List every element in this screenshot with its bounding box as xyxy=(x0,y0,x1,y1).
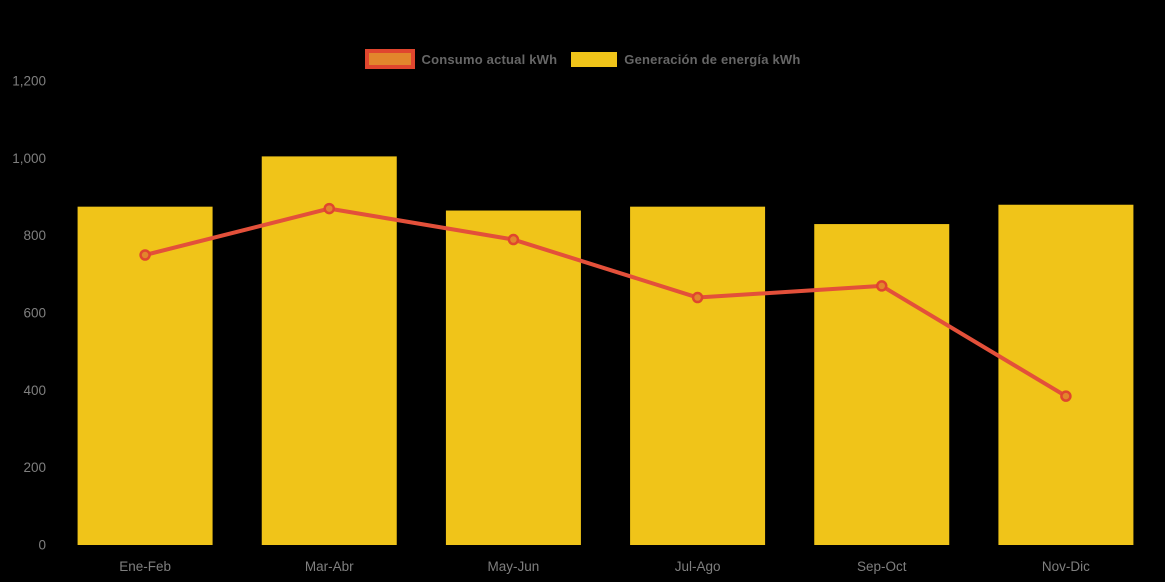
legend-label-consumo: Consumo actual kWh xyxy=(421,51,558,67)
line-point-Nov-Dic xyxy=(1060,390,1072,402)
y-tick-label: 400 xyxy=(23,383,46,398)
legend: Consumo actual kWh Generación de energía… xyxy=(0,49,1165,69)
y-tick-label: 200 xyxy=(23,460,46,475)
line-point-May-Jun xyxy=(507,233,520,246)
y-tick-label: 1,000 xyxy=(12,151,46,166)
legend-item-generacion[interactable]: Generación de energía kWh xyxy=(571,51,801,67)
y-tick-label: 0 xyxy=(38,538,46,553)
y-tick-label: 600 xyxy=(23,306,46,321)
x-axis-label: May-Jun xyxy=(488,559,540,574)
x-axis-label: Sep-Oct xyxy=(857,559,907,574)
bar-Nov-Dic xyxy=(998,204,1134,545)
x-axis-label: Jul-Ago xyxy=(675,559,721,574)
y-tick-label: 1,200 xyxy=(12,74,46,89)
line-point-Sep-Oct xyxy=(876,280,888,292)
bar-May-Jun xyxy=(445,210,581,546)
legend-item-consumo[interactable]: Consumo actual kWh xyxy=(364,49,558,69)
x-axis-label: Mar-Abr xyxy=(305,559,354,574)
consumo-line xyxy=(143,206,1068,399)
line-point-Mar-Abr xyxy=(323,202,335,215)
x-axis-label: Nov-Dic xyxy=(1042,559,1090,574)
bar-Sep-Oct xyxy=(814,224,950,546)
y-tick-label: 800 xyxy=(23,228,46,243)
line-point-Jul-Ago xyxy=(691,291,704,304)
x-axis-label: Ene-Feb xyxy=(119,559,171,574)
consumo-line-swatch-icon xyxy=(364,49,415,69)
bar-Ene-Feb xyxy=(77,206,213,545)
line-point-Ene-Feb xyxy=(139,249,151,261)
bar-Jul-Ago xyxy=(630,206,766,545)
generacion-bar-swatch-icon xyxy=(571,51,618,67)
legend-label-generacion: Generación de energía kWh xyxy=(624,51,801,67)
